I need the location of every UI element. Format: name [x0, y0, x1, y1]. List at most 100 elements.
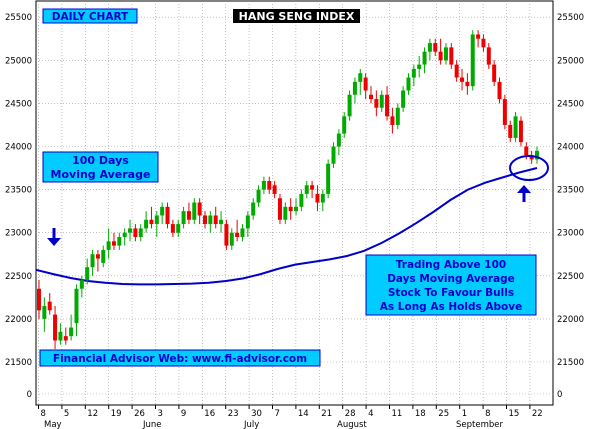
- y-tick-label-right: 21500: [557, 358, 584, 368]
- candle-body: [47, 301, 52, 311]
- y-tick-label-left: 22500: [5, 272, 32, 282]
- candle-body: [342, 116, 347, 134]
- candle-body: [192, 202, 197, 220]
- candle-body: [524, 146, 529, 156]
- candle-body: [406, 77, 411, 91]
- candle-body: [331, 146, 336, 164]
- moving-average-line: [35, 167, 538, 286]
- website-label: Financial Advisor Web: www.fi-advisor.co…: [53, 353, 307, 365]
- candle-body: [37, 288, 41, 311]
- candle-body: [165, 206, 170, 225]
- candle-body: [128, 228, 133, 233]
- candle-body: [144, 219, 149, 229]
- y-tick-label-left: 21500: [5, 358, 32, 368]
- candle-body: [326, 163, 331, 194]
- x-tick-label: 8: [41, 409, 46, 419]
- x-tick-label: 7: [275, 409, 280, 419]
- candle-body: [240, 228, 245, 238]
- x-tick-label: 23: [228, 409, 239, 419]
- candle-body: [417, 64, 422, 69]
- y-tick-label-right: 24000: [557, 143, 584, 153]
- x-tick-label: 11: [392, 409, 403, 419]
- x-tick-label: 18: [415, 409, 426, 419]
- y-tick-label-left: 25000: [5, 56, 32, 66]
- candle-body: [58, 331, 63, 341]
- candle-body: [53, 314, 58, 341]
- candle-body: [476, 34, 481, 39]
- x-tick-label: 9: [181, 409, 186, 419]
- candle-body: [117, 237, 122, 246]
- chart-subtitle: DAILY CHART: [52, 11, 129, 23]
- candle-body: [149, 219, 154, 225]
- x-tick-label: 28: [345, 409, 356, 419]
- candle-body: [85, 267, 90, 281]
- candle-body: [63, 336, 68, 341]
- candle-body: [294, 206, 299, 212]
- note-line-2: Days Moving Average: [387, 273, 515, 285]
- y-tick-label-left: 25500: [5, 13, 32, 23]
- candle-body: [170, 224, 175, 233]
- note-line-4: As Long As Holds Above: [380, 301, 522, 313]
- candle-body: [213, 215, 218, 225]
- y-tick-label-right: 22000: [557, 315, 584, 325]
- candle-body: [176, 224, 181, 233]
- candle-body: [288, 206, 293, 212]
- candle-body: [154, 215, 159, 225]
- candle-body: [513, 116, 518, 138]
- y-tick-label-right: 25000: [557, 56, 584, 66]
- candle-body: [508, 124, 513, 138]
- candle-body: [411, 68, 416, 78]
- y-tick-label-right: 0: [557, 390, 562, 400]
- x-tick-label: 21: [321, 409, 332, 419]
- ma-label-box: [42, 151, 159, 183]
- candle-body: [277, 198, 282, 220]
- x-tick-label: 8: [485, 409, 490, 419]
- candle-body: [422, 51, 427, 65]
- subtitle-box: [42, 8, 138, 24]
- x-tick-label: 15: [509, 409, 520, 419]
- candle-body: [369, 94, 373, 100]
- candle-body: [181, 211, 186, 225]
- y-tick-label-right: 23000: [557, 229, 584, 239]
- candle-body: [492, 64, 497, 82]
- candle-body: [401, 90, 406, 108]
- candle-body: [363, 77, 368, 91]
- chart-title: HANG SENG INDEX: [239, 10, 355, 23]
- candle-body: [203, 215, 207, 225]
- candle-body: [427, 43, 432, 52]
- candle-body: [208, 215, 213, 225]
- candle-body: [347, 94, 352, 117]
- candle-body: [433, 43, 438, 52]
- candle-body: [299, 193, 304, 207]
- candle-body: [235, 232, 240, 238]
- x-month-label: June: [142, 420, 162, 429]
- candle-body: [529, 155, 534, 160]
- y-tick-label-left: 23000: [5, 229, 32, 239]
- candle-body: [438, 51, 443, 61]
- x-tick-label: 12: [87, 409, 98, 419]
- candle-body: [69, 327, 74, 337]
- candle-body: [481, 38, 486, 48]
- candle-body: [245, 215, 250, 229]
- candle-body: [138, 228, 143, 238]
- ma-label-line-2: Moving Average: [51, 168, 151, 181]
- y-tick-label-left: 22000: [5, 315, 32, 325]
- candle-body: [304, 185, 309, 194]
- candle-body: [486, 47, 491, 65]
- candle-body: [310, 185, 315, 190]
- y-axis-right: 0 21500 22000 22500 23000 23500 24000 24500 2500…: [557, 13, 584, 400]
- website-box: [39, 349, 321, 367]
- down-arrow-icon: [47, 228, 61, 246]
- candle-body: [374, 99, 379, 108]
- y-tick-label-left: 23500: [5, 186, 32, 196]
- candle-body: [336, 133, 341, 147]
- candle-body: [358, 73, 363, 82]
- candle-body: [283, 206, 288, 220]
- y-tick-label-left: 0: [27, 390, 32, 400]
- candle-body: [133, 228, 138, 238]
- x-tick-label: 16: [204, 409, 215, 419]
- x-tick-label: 14: [298, 409, 309, 419]
- x-tick-label: 4: [368, 409, 373, 419]
- candle-body: [111, 241, 116, 246]
